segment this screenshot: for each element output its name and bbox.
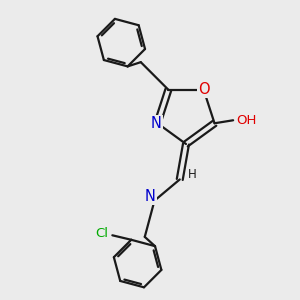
Text: O: O [198, 82, 210, 97]
Text: N: N [151, 116, 161, 131]
Text: H: H [188, 169, 197, 182]
Text: Cl: Cl [96, 227, 109, 240]
Text: N: N [145, 189, 155, 204]
Text: OH: OH [237, 114, 257, 127]
